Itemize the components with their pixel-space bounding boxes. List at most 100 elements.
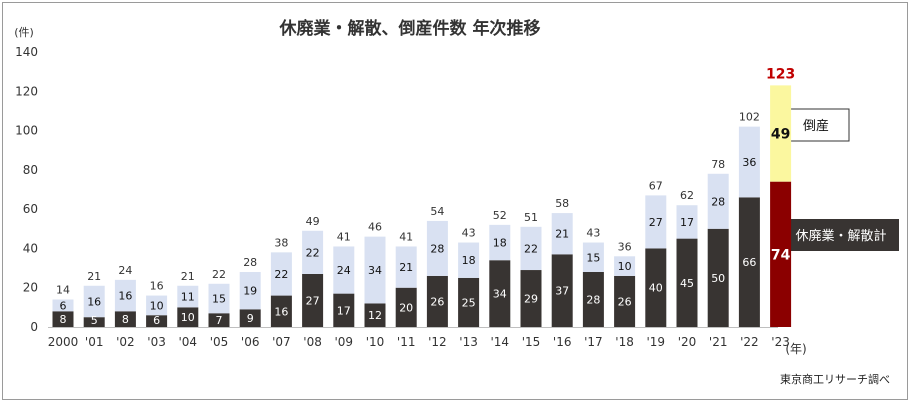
bar-segment-closures [489,260,511,327]
bar-segment-closures [302,273,324,327]
x-axis-unit-label: (年) [785,342,806,356]
x-tick-label: '23 [771,335,790,349]
x-tick-label: '08 [303,335,322,349]
data-label-closures: 9 [247,312,254,325]
data-label-total: 21 [87,270,101,283]
bar-segment-closures [551,254,573,327]
bar-segment-closures [426,275,448,327]
x-tick-label: '17 [584,335,603,349]
bar-segment-closures [177,307,199,327]
bar-segment-bankruptcy [582,242,604,272]
bar-segment-closures [458,277,480,327]
data-label-bankruptcy: 16 [87,295,101,308]
data-label-total: 43 [462,227,476,240]
x-tick-label: '10 [366,335,385,349]
bar-segment-bankruptcy [114,279,136,312]
x-tick-label: '15 [522,335,541,349]
data-label-bankruptcy: 18 [462,254,476,267]
bar-segment-closures [364,303,386,327]
data-label-closures: 40 [649,282,663,295]
x-tick-label: '14 [491,335,510,349]
data-label-bankruptcy: 22 [306,246,320,259]
x-tick-label: '11 [397,335,416,349]
bar-segment-closures [520,270,542,327]
x-tick-label: '09 [335,335,354,349]
y-tick-label: 140 [15,45,38,59]
y-tick-label: 80 [23,163,38,177]
data-label-bankruptcy: 17 [680,216,694,229]
data-label-bankruptcy: 49 [771,127,790,143]
data-label-total: 38 [274,236,288,249]
y-tick-label: 0 [30,320,38,334]
data-label-total: 43 [586,227,600,240]
data-label-closures: 29 [524,293,538,306]
data-label-closures: 8 [60,313,67,326]
data-label-closures: 16 [274,305,288,318]
data-label-total: 22 [212,268,226,281]
data-label-closures: 20 [399,301,413,314]
bar-segment-bankruptcy [551,213,573,255]
data-label-total: 51 [524,211,538,224]
x-tick-label: '06 [241,335,260,349]
bar-segment-closures [239,309,261,327]
bar-segment-closures [114,311,136,327]
x-tick-label: '04 [179,335,198,349]
data-label-closures: 74 [771,247,791,263]
x-tick-label: 2000 [48,335,79,349]
x-tick-label: '03 [147,335,166,349]
x-tick-label: '05 [210,335,229,349]
bar-segment-bankruptcy [489,224,511,261]
legend-label-closures: 休廃業・解散計 [795,228,886,244]
bar-segment-bankruptcy [146,295,168,316]
x-tick-label: '07 [272,335,291,349]
data-label-bankruptcy: 34 [368,264,382,277]
bar-segment-closures [208,313,230,327]
bar-segment-bankruptcy [333,246,355,294]
bar-segment-bankruptcy [614,256,636,276]
data-label-total: 41 [337,230,351,243]
source-note: 東京商工リサーチ調べ [780,372,890,386]
bar-segment-bankruptcy [676,205,698,239]
data-label-bankruptcy: 27 [649,216,663,229]
x-tick-label: '01 [85,335,104,349]
data-label-bankruptcy: 22 [524,242,538,255]
data-label-bankruptcy: 6 [60,299,67,312]
legend: 倒産 休廃業・解散計 [782,108,899,251]
bar-segment-closures [582,272,604,327]
bar-segment-closures [738,197,760,327]
y-tick-label: 40 [23,241,38,255]
data-label-closures: 34 [493,288,507,301]
data-label-bankruptcy: 11 [181,291,195,304]
data-label-bankruptcy: 36 [742,156,756,169]
data-label-total: 62 [680,189,694,202]
x-tick-label: '21 [709,335,728,349]
data-label-closures: 27 [306,294,320,307]
data-label-bankruptcy: 18 [493,237,507,250]
data-label-total: 49 [306,215,320,228]
data-label-bankruptcy: 24 [337,264,351,277]
data-label-closures: 26 [430,295,444,308]
bar-segment-bankruptcy [520,226,542,271]
data-label-total: 58 [555,197,569,210]
data-label-total: 46 [368,221,382,234]
y-tick-label: 120 [15,84,38,98]
data-label-bankruptcy: 15 [586,251,600,264]
bar-segment-closures [146,315,168,327]
data-label-closures: 37 [555,285,569,298]
bar-segment-bankruptcy [239,272,261,310]
data-label-total: 54 [430,205,444,218]
bar-segment-bankruptcy [270,252,292,296]
data-label-total: 16 [150,280,164,293]
data-label-closures: 26 [618,295,632,308]
data-label-total: 28 [243,256,257,269]
y-tick-label: 20 [23,281,38,295]
data-label-total: 41 [399,230,413,243]
data-label-total: 24 [118,264,132,277]
bar-segment-bankruptcy [645,195,667,249]
data-label-bankruptcy: 21 [399,261,413,274]
x-tick-label: '12 [428,335,447,349]
x-tick-label: '20 [678,335,697,349]
bar-segment-bankruptcy [83,285,105,318]
bars: 8614516218162461016101121715229192816223… [52,66,795,327]
